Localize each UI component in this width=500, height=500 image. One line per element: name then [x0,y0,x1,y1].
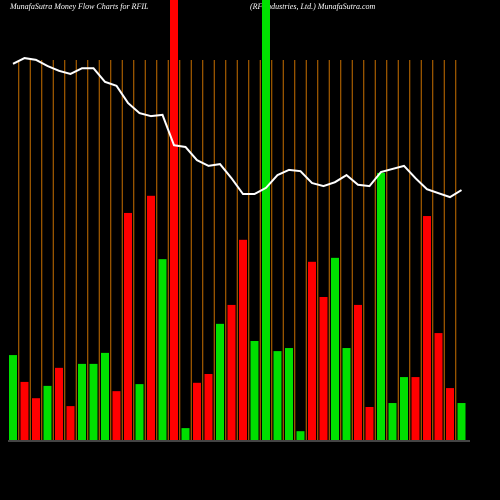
bar [204,374,213,440]
chart-title: MunafaSutra Money Flow Charts for RFIL [9,2,149,11]
bar [239,239,247,440]
bar [423,216,431,440]
bar [147,195,155,440]
bar [446,388,454,440]
bar [365,407,374,440]
bar [55,367,63,440]
bar [158,259,167,440]
bar [227,304,236,440]
bar [216,323,224,440]
bar [262,0,270,440]
bar [319,297,328,440]
bar [285,348,293,440]
bar [101,352,109,440]
bar [457,403,466,440]
bar [170,0,178,440]
bar [411,377,420,440]
bar [181,428,190,440]
bar [400,377,408,440]
bar [273,351,282,440]
bar [9,355,17,440]
bar [308,261,316,440]
money-flow-line [12,57,463,199]
bar [135,384,144,440]
bar [32,398,40,440]
bar [250,341,259,440]
bar [20,381,29,440]
bar [112,391,121,440]
bar [296,431,305,440]
bar [89,363,98,440]
bar [342,348,351,440]
bar [434,333,443,440]
chart-subtitle: (RF Industries, Ltd.) MunafaSutra.com [250,2,376,11]
bar [388,403,397,440]
bar [331,257,339,440]
bar [66,406,75,440]
bar [193,382,201,440]
bar [354,304,362,440]
bar [43,385,52,440]
bar [124,212,132,440]
bar [78,363,86,440]
bar [377,172,385,441]
